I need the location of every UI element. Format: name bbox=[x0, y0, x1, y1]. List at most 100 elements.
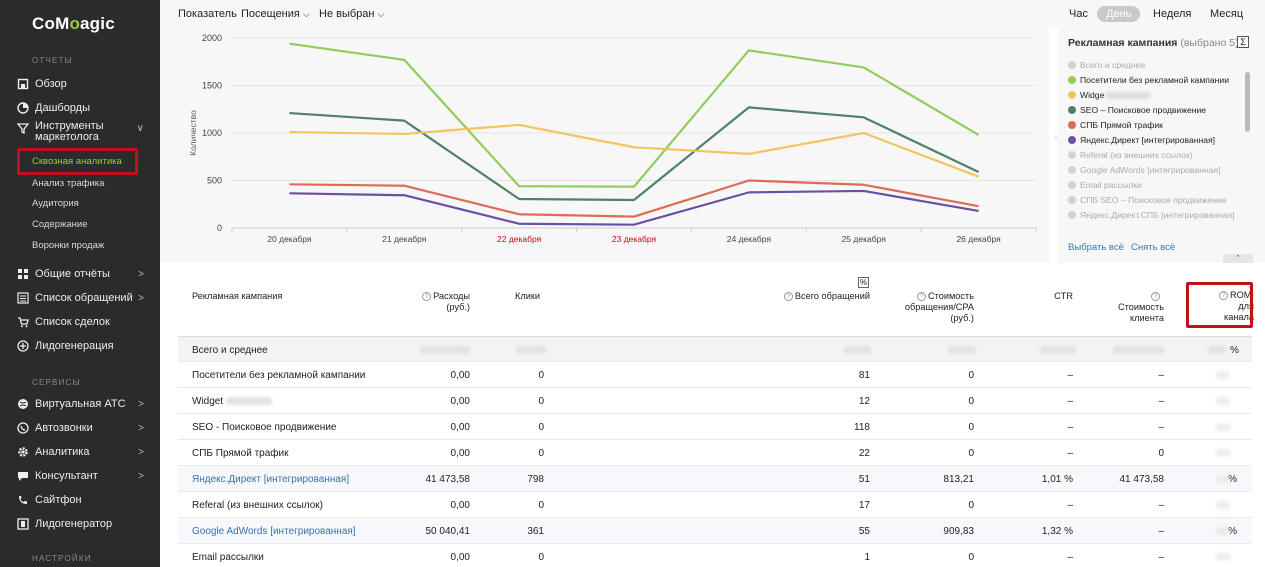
help-icon[interactable]: ? bbox=[1219, 291, 1228, 300]
legend-item[interactable]: СПБ SEO – Поисковое продвижение bbox=[1068, 195, 1226, 205]
sidebar-item-leadgen[interactable]: Лидогенерация bbox=[0, 335, 160, 357]
cell-clicks: 0 bbox=[538, 396, 544, 407]
legend-dot-icon bbox=[1068, 151, 1076, 159]
legend-item-label: Google AdWords [интегрированная] bbox=[1080, 165, 1221, 175]
cell-requests: 51 bbox=[858, 474, 870, 485]
legend-item[interactable]: Referal (из внешних ссылок) bbox=[1068, 150, 1193, 160]
cell-campaign: Email рассылки bbox=[192, 552, 264, 563]
x-tick-label: 20 декабря bbox=[267, 234, 312, 244]
sidebar-item-dashboards[interactable]: Дашборды bbox=[0, 97, 160, 119]
legend-item[interactable]: Email рассылки bbox=[1068, 180, 1142, 190]
table-row-total[interactable]: Всего и среднее % bbox=[178, 336, 1252, 362]
chevron-down-icon: ∨ bbox=[136, 123, 144, 134]
subitem-sales-funnels[interactable]: Воронки продаж bbox=[32, 240, 105, 251]
legend-item[interactable]: Яндекс.Директ [интегрированная] bbox=[1068, 135, 1215, 145]
sidebar-item-autocalls[interactable]: Автозвонки > bbox=[0, 417, 160, 439]
header-clicks[interactable]: Клики bbox=[515, 291, 540, 301]
header-client-cost[interactable]: ? Стоимость клиента bbox=[1118, 292, 1164, 323]
cell-cpa: 0 bbox=[968, 552, 974, 563]
section-reports-label: ОТЧЕТЫ bbox=[32, 56, 73, 65]
cell-campaign: Посетители без рекламной кампании bbox=[192, 370, 366, 381]
cell-cpa: 909,83 bbox=[943, 526, 974, 537]
subitem-traffic-analysis[interactable]: Анализ трафика bbox=[32, 178, 105, 189]
redacted-value bbox=[1216, 371, 1230, 379]
redacted-value bbox=[1208, 346, 1226, 354]
legend-item-label: Яндекс.Директ.СПБ [интегрированная] bbox=[1080, 210, 1235, 220]
table-row[interactable]: Widget 0,00 0 12 0 – – bbox=[178, 388, 1252, 414]
chevron-right-icon: > bbox=[138, 292, 144, 304]
cell-ctr: – bbox=[1067, 500, 1073, 511]
table-row[interactable]: Google AdWords [интегрированная] 50 040,4… bbox=[178, 518, 1252, 544]
header-total-requests[interactable]: ? Всего обращений bbox=[738, 291, 870, 302]
percent-toggle-button[interactable]: % bbox=[858, 277, 869, 288]
y-tick-label: 500 bbox=[207, 176, 222, 186]
sidebar-item-analytics[interactable]: Аналитика > bbox=[0, 441, 160, 463]
legend-item-label: Всего и среднее bbox=[1080, 60, 1146, 70]
secondary-indicator-dropdown[interactable]: Не выбран ⌵ bbox=[319, 8, 385, 20]
header-cpa[interactable]: ? Стоимость обращения/CPA (руб.) bbox=[904, 291, 974, 323]
legend-item[interactable]: Яндекс.Директ.СПБ [интегрированная] bbox=[1068, 210, 1235, 220]
help-icon[interactable]: ? bbox=[917, 292, 926, 301]
deselect-all-link[interactable]: Снять всё bbox=[1131, 242, 1176, 253]
select-all-link[interactable]: Выбрать всё bbox=[1068, 242, 1124, 253]
legend-dot-icon bbox=[1068, 106, 1076, 114]
cell-costs: 0,00 bbox=[450, 422, 470, 433]
lead-icon bbox=[16, 339, 30, 353]
legend-item-label: Widge bbox=[1080, 90, 1105, 100]
legend-scrollbar[interactable] bbox=[1245, 72, 1250, 132]
chevron-right-icon: > bbox=[138, 398, 144, 410]
table-row[interactable]: СПБ Прямой трафик 0,00 0 22 0 – 0 bbox=[178, 440, 1252, 466]
legend-item-label: SEO – Поисковое продвижение bbox=[1080, 105, 1207, 115]
help-icon[interactable]: ? bbox=[783, 292, 793, 301]
table-row[interactable]: Email рассылки 0,00 0 1 0 – – bbox=[178, 544, 1252, 567]
legend-item[interactable]: Widge bbox=[1068, 90, 1151, 100]
collapse-chart-button[interactable]: ⌃ bbox=[1223, 254, 1253, 263]
period-day[interactable]: День bbox=[1097, 6, 1141, 22]
sidebar-item-consultant[interactable]: Консультант > bbox=[0, 465, 160, 487]
sidebar-item-deals-list[interactable]: Список сделок bbox=[0, 311, 160, 333]
cell-requests: 22 bbox=[858, 448, 870, 459]
legend-item[interactable]: СПБ Прямой трафик bbox=[1068, 120, 1163, 130]
subitem-content[interactable]: Содержание bbox=[32, 219, 88, 230]
cell-campaign[interactable]: Google AdWords [интегрированная] bbox=[192, 526, 356, 537]
header-campaign[interactable]: Рекламная кампания bbox=[192, 291, 283, 301]
sidebar-item-requests-list[interactable]: Список обращений > bbox=[0, 287, 160, 309]
legend-item-label: Яндекс.Директ [интегрированная] bbox=[1080, 135, 1216, 145]
help-icon[interactable]: ? bbox=[422, 292, 432, 301]
cell-costs: 50 040,41 bbox=[425, 526, 471, 537]
sidebar-item-marketing-tools[interactable]: Инструменты маркетолога ∨ bbox=[0, 121, 160, 149]
table-row[interactable]: SEO - Поисковое продвижение 0,00 0 118 0 – – bbox=[178, 414, 1252, 440]
cell-cpa: 813,21 bbox=[943, 474, 974, 485]
legend-item[interactable]: Всего и среднее bbox=[1068, 60, 1145, 70]
header-costs[interactable]: ? Расходы (руб.) bbox=[408, 291, 470, 313]
table-row[interactable]: Яндекс.Директ [интегрированная] 41 473,58… bbox=[178, 466, 1252, 492]
cell-campaign[interactable]: Яндекс.Директ [интегрированная] bbox=[192, 474, 350, 485]
period-hour[interactable]: Час bbox=[1069, 8, 1088, 20]
sidebar-item-overview[interactable]: Обзор bbox=[0, 73, 160, 95]
legend-dot-icon bbox=[1068, 181, 1076, 189]
sidebar-item-leadgenerator[interactable]: Лидогенератор bbox=[0, 513, 160, 535]
line-chart[interactable]: 2000 1500 1000 500 0 20 декабря 21 декабря 22 д… bbox=[160, 28, 1049, 263]
help-icon[interactable]: ? bbox=[1151, 292, 1160, 301]
table-row[interactable]: Referal (из внешних ссылок) 0,00 0 17 0 – – bbox=[178, 492, 1252, 518]
subitem-audience[interactable]: Аудитория bbox=[32, 198, 79, 209]
sidebar-item-sitephone[interactable]: Сайтфон bbox=[0, 489, 160, 511]
indicator-label: Показатель bbox=[178, 8, 237, 20]
redacted-value bbox=[516, 346, 546, 354]
legend-item[interactable]: Посетители без рекламной кампании bbox=[1068, 75, 1229, 85]
legend-item[interactable]: SEO – Поисковое продвижение bbox=[1068, 105, 1206, 115]
subitem-end-to-end-analytics[interactable]: Сквозная аналитика bbox=[32, 156, 122, 167]
sidebar-item-general-reports[interactable]: Общие отчёты > bbox=[0, 263, 160, 285]
period-week[interactable]: Неделя bbox=[1153, 8, 1192, 20]
table-row[interactable]: Посетители без рекламной кампании 0,00 0 81… bbox=[178, 362, 1252, 388]
sidebar-item-virtual-pbx[interactable]: Виртуальная АТС > bbox=[0, 393, 160, 415]
logo[interactable]: CoMoagic bbox=[32, 14, 115, 33]
sum-toggle-button[interactable]: Σ bbox=[1237, 36, 1249, 48]
header-romi[interactable]: ? ROMI для канала bbox=[1192, 290, 1254, 323]
resize-handle-icon[interactable]: ⋮ bbox=[1052, 132, 1060, 141]
legend-item[interactable]: Google AdWords [интегрированная] bbox=[1068, 165, 1221, 175]
period-month[interactable]: Месяц bbox=[1210, 8, 1244, 20]
header-ctr[interactable]: CTR bbox=[1054, 291, 1073, 301]
indicator-dropdown[interactable]: Посещения ⌵ bbox=[241, 8, 310, 20]
